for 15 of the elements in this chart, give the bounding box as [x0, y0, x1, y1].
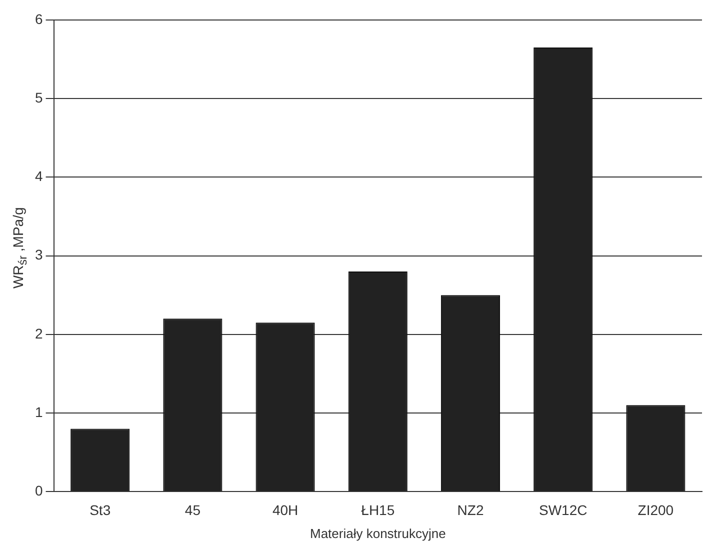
- y-tick-label: 6: [34, 10, 43, 27]
- x-tick-label: St3: [90, 502, 111, 518]
- x-tick-label: NZ2: [457, 502, 484, 518]
- x-tick-label: 40H: [272, 502, 298, 518]
- x-tick-label: ZI200: [638, 502, 674, 518]
- x-tick-label: SW12C: [538, 502, 588, 518]
- x-tick-label: ŁH15: [361, 502, 395, 518]
- y-tick-label: 4: [34, 168, 43, 184]
- y-tick-label: 0: [34, 482, 43, 498]
- x-tick-label: 45: [184, 502, 201, 518]
- y-tick-label: 5: [34, 89, 43, 106]
- y-tick-label: 2: [34, 325, 43, 342]
- x-axis-title: Materiały konstrukcyjne: [310, 526, 446, 541]
- y-tick-label: 1: [34, 404, 43, 420]
- y-tick-label: 3: [34, 246, 43, 263]
